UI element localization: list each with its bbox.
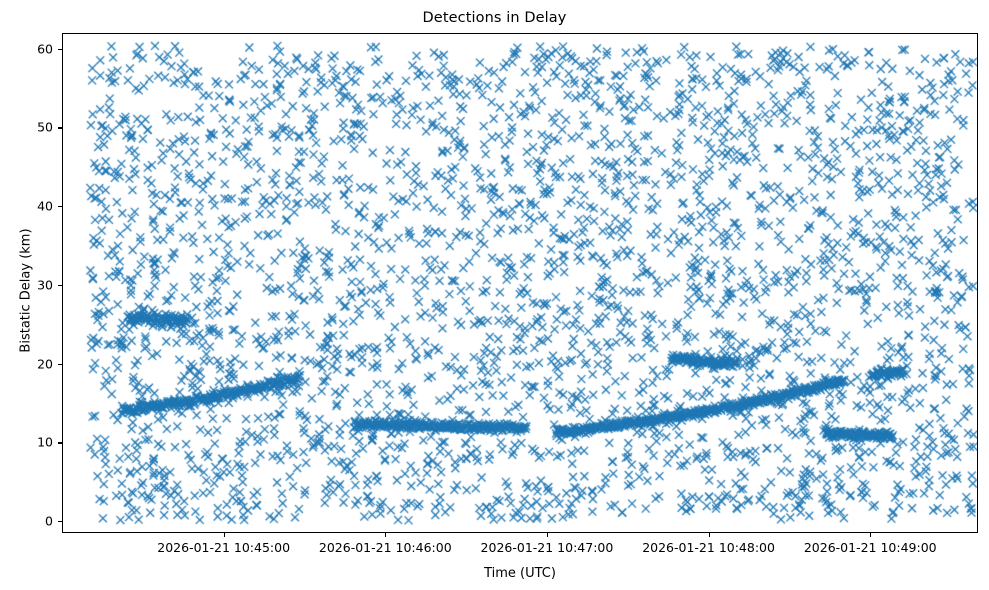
x-axis-label: Time (UTC) bbox=[484, 566, 556, 581]
x-tick-label: 2026-01-21 10:49:00 bbox=[803, 540, 937, 555]
page-title: Detections in Delay bbox=[422, 10, 567, 26]
x-tick-label: 2026-01-21 10:48:00 bbox=[642, 540, 775, 555]
y-tick-label: 10 bbox=[37, 434, 53, 450]
plot-axes bbox=[62, 33, 978, 533]
y-tick-label: 0 bbox=[45, 513, 53, 529]
x-tick-mark bbox=[708, 533, 710, 537]
y-tick-mark bbox=[58, 284, 62, 287]
y-tick-mark bbox=[58, 363, 62, 365]
x-tick-mark bbox=[546, 533, 549, 537]
x-tick-mark bbox=[223, 533, 225, 537]
y-tick-label: 30 bbox=[37, 277, 53, 293]
x-tick-label: 2026-01-21 10:45:00 bbox=[157, 540, 291, 555]
scatter-plot-canvas bbox=[63, 34, 977, 532]
x-tick-label: 2026-01-21 10:47:00 bbox=[480, 540, 614, 555]
y-tick-label: 50 bbox=[37, 119, 53, 135]
x-tick-label: 2026-01-21 10:46:00 bbox=[318, 540, 452, 555]
y-tick-label: 20 bbox=[37, 356, 53, 372]
x-tick-mark bbox=[385, 533, 387, 537]
y-tick-mark bbox=[58, 206, 62, 208]
y-tick-mark bbox=[58, 127, 62, 129]
y-tick-mark bbox=[58, 48, 62, 50]
y-axis-label: Bistatic Delay (km) bbox=[18, 228, 34, 353]
y-tick-label: 40 bbox=[37, 198, 53, 214]
y-tick-mark bbox=[58, 521, 62, 523]
y-tick-label: 60 bbox=[37, 41, 53, 57]
x-tick-mark bbox=[870, 533, 872, 537]
y-tick-mark bbox=[58, 442, 62, 444]
